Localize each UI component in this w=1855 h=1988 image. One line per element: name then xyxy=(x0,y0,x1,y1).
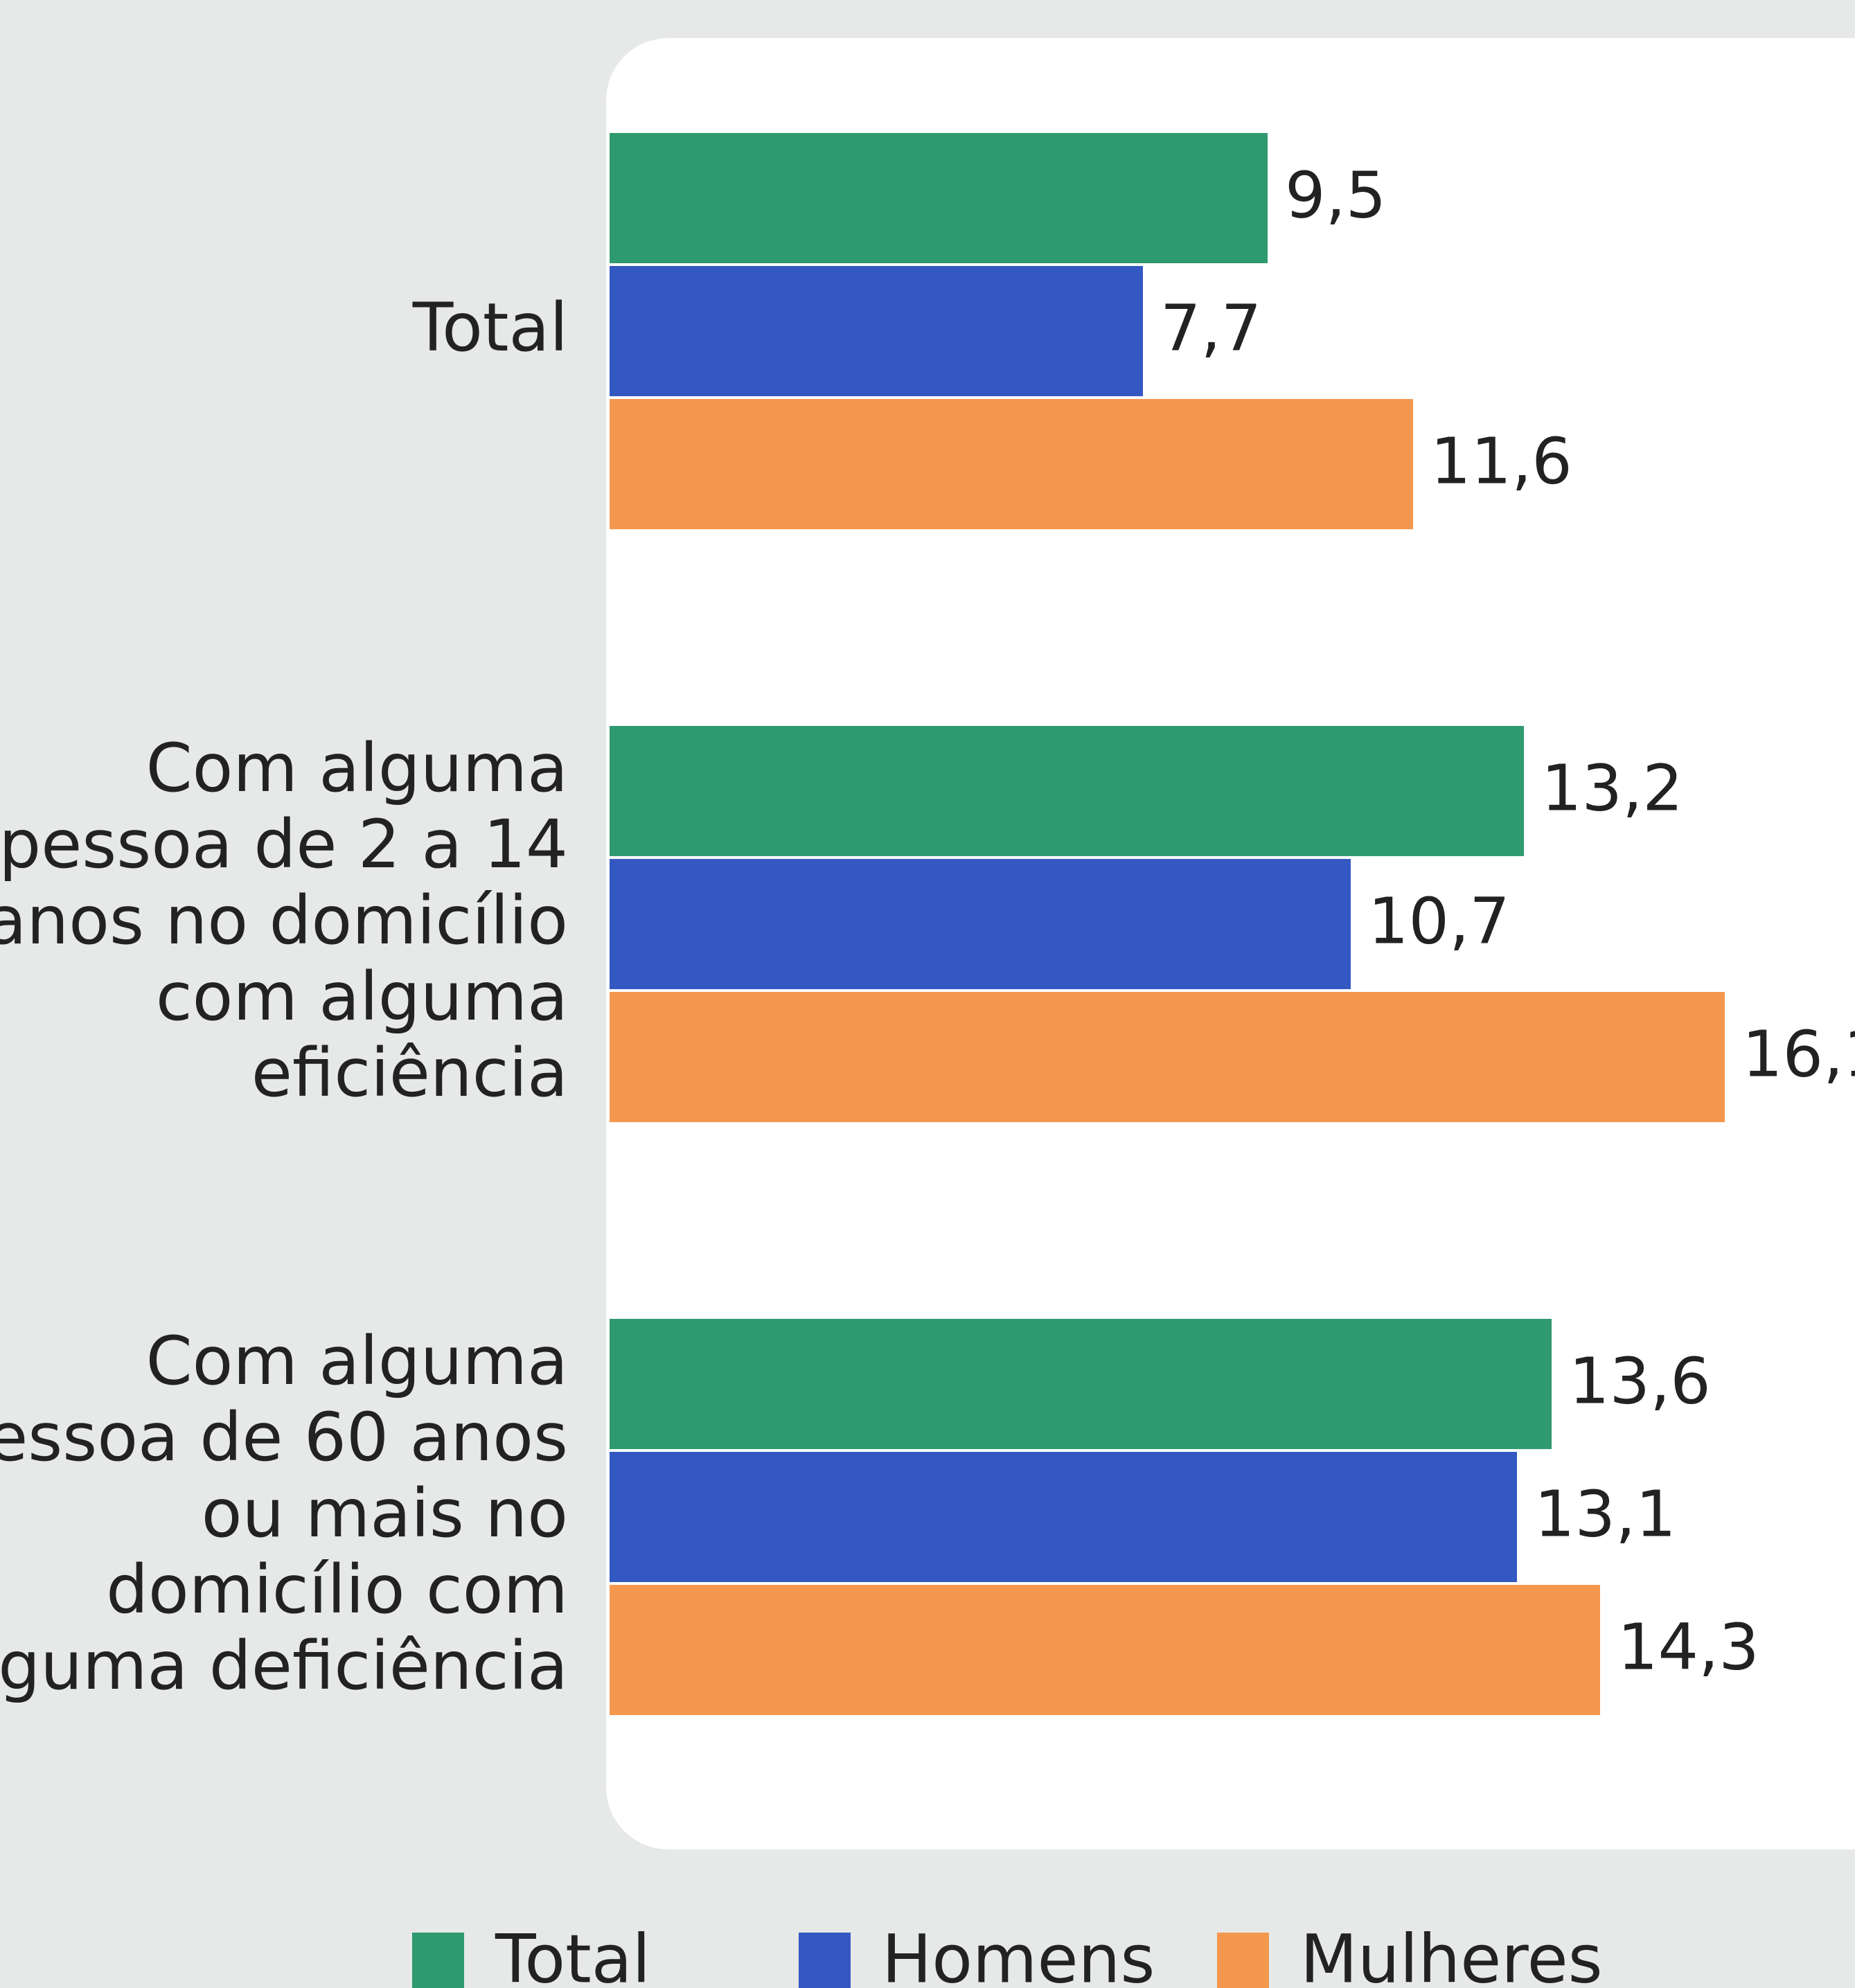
value-label: 9,5 xyxy=(1285,158,1386,232)
bar xyxy=(610,133,1268,263)
value-label: 14,3 xyxy=(1617,1610,1759,1684)
bar xyxy=(610,266,1143,396)
bar xyxy=(610,1319,1552,1449)
value-label: 13,6 xyxy=(1569,1344,1711,1418)
legend-label: Homens xyxy=(882,1920,1155,1988)
category-label: Com alguma pessoa de 2 a 14 anos no domicí… xyxy=(0,729,568,1112)
category-label: Total xyxy=(412,289,568,366)
value-label: 13,2 xyxy=(1541,751,1683,825)
value-label: 11,6 xyxy=(1430,424,1572,498)
bar xyxy=(610,859,1351,989)
legend-label: Mulheres xyxy=(1300,1920,1603,1988)
value-label: 10,7 xyxy=(1368,884,1510,958)
legend-label: Total xyxy=(495,1920,650,1988)
category-label: Com alguma pessoa de 60 anos ou mais no dom… xyxy=(0,1322,568,1705)
legend-swatch xyxy=(1217,1933,1269,1988)
value-label: 16,1 xyxy=(1742,1017,1855,1091)
value-label: 13,1 xyxy=(1534,1477,1676,1551)
bar xyxy=(610,1585,1600,1715)
bar xyxy=(610,1452,1517,1582)
value-label: 7,7 xyxy=(1160,291,1261,365)
legend-swatch xyxy=(412,1933,464,1988)
legend-swatch xyxy=(799,1933,851,1988)
bar xyxy=(610,992,1725,1122)
bar xyxy=(610,726,1524,856)
bar xyxy=(610,399,1413,529)
